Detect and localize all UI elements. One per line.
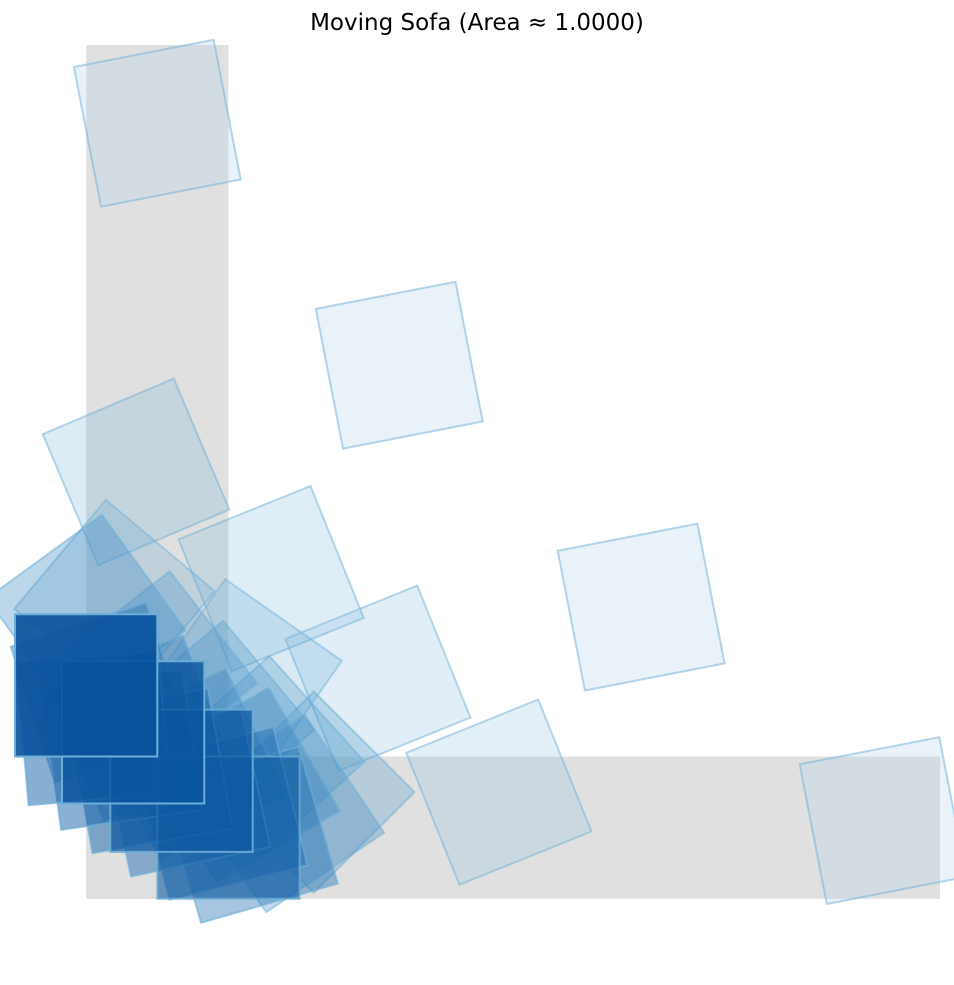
sofa-position-3 [556,522,726,692]
sofa-position-7 [177,484,366,673]
sofa-position-5 [404,698,593,887]
sofa-layer [0,38,954,925]
sofa-position-30 [14,613,159,758]
chart-title: Moving Sofa (Area ≈ 1.0000) [310,10,644,36]
sofa-position-2 [314,280,484,450]
sofa-position-1 [72,38,242,208]
sofa-position-4 [798,736,954,906]
sofa-position-8 [41,377,231,567]
